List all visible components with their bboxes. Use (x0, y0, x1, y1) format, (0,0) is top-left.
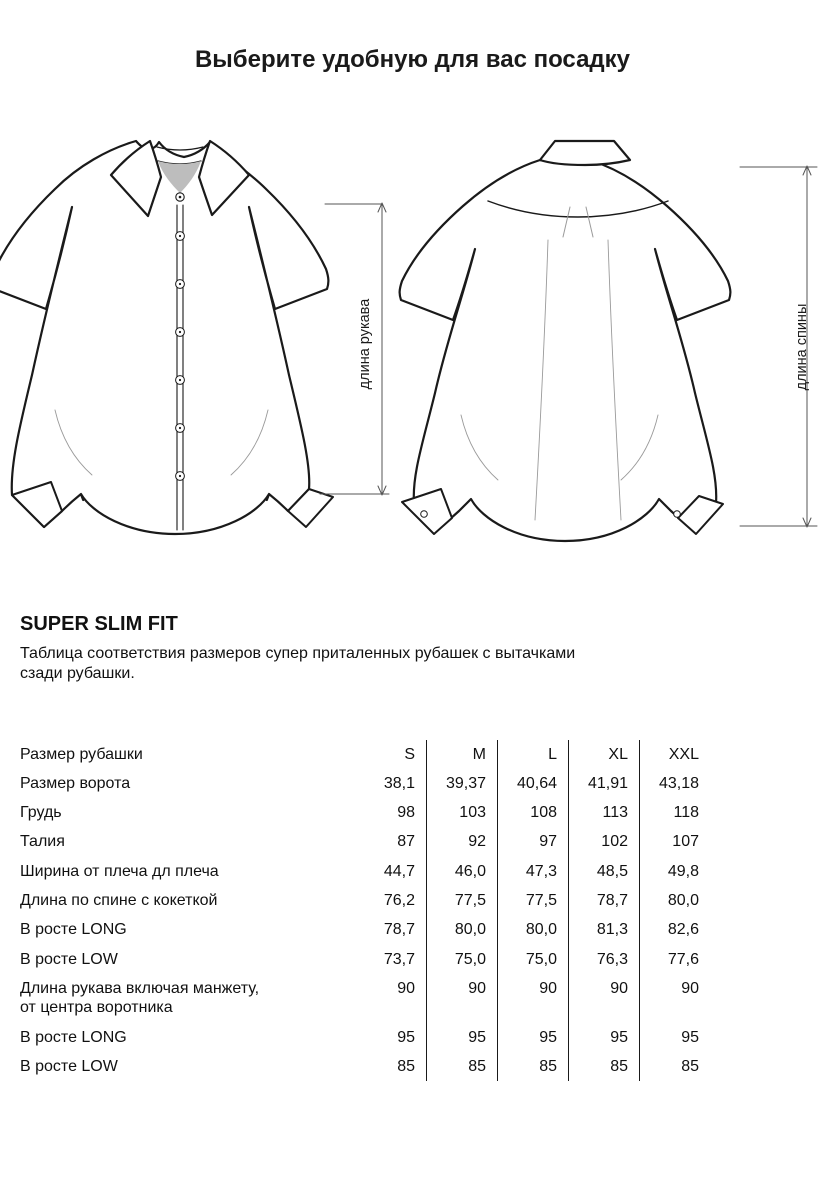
svg-text:длина рукава: длина рукава (357, 298, 373, 390)
svg-text:длина спины: длина спины (794, 304, 810, 391)
